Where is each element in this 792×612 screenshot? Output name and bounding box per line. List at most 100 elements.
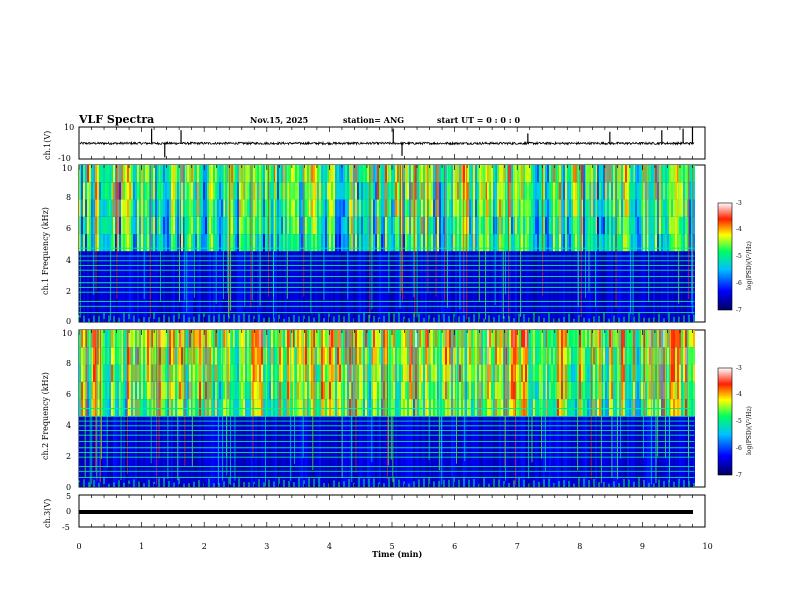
spec-cell — [591, 234, 593, 252]
spec-cell — [269, 416, 271, 487]
spec-cell — [597, 330, 599, 348]
spec-cell — [283, 381, 285, 400]
spec-cell — [103, 199, 105, 217]
spec-cell — [379, 399, 381, 417]
spec-cell — [121, 416, 123, 487]
spec-cell — [279, 330, 281, 348]
spec-cell — [85, 182, 87, 200]
ch2-cb-tick-m5: -5 — [736, 418, 742, 425]
spec-cell — [665, 234, 667, 252]
spec-cell — [285, 251, 287, 322]
spec-cell — [131, 347, 133, 365]
spec-cell — [135, 251, 137, 322]
spec-cell — [305, 330, 307, 348]
spec-cell — [111, 364, 113, 382]
spec-cell — [375, 165, 377, 183]
spec-cell — [681, 182, 683, 200]
spec-cell — [109, 399, 111, 417]
spec-cell — [639, 416, 641, 487]
spec-cell — [271, 234, 273, 252]
spec-cell — [209, 165, 211, 183]
spec-cell — [263, 399, 265, 417]
spec-cell — [587, 381, 589, 400]
spec-cell — [179, 234, 181, 252]
spec-cell — [479, 364, 481, 382]
x-axis-label: Time (min) — [372, 549, 422, 559]
spec-cell — [569, 216, 571, 235]
spec-cell — [449, 234, 451, 252]
spec-cell — [263, 199, 265, 217]
spec-cell — [283, 165, 285, 183]
spec-cell — [491, 182, 493, 200]
spec-cell — [253, 364, 255, 382]
spec-cell — [81, 165, 83, 183]
ch1-freq-tick-6: 6 — [66, 224, 71, 233]
x-tick-label: 1 — [139, 542, 144, 551]
spec-cell — [597, 416, 599, 487]
spec-cell — [129, 234, 131, 252]
spec-cell — [685, 347, 687, 365]
spec-cell — [437, 182, 439, 200]
spec-cell — [537, 199, 539, 217]
spec-cell — [271, 199, 273, 217]
spec-cell — [681, 381, 683, 400]
start-ut-label: start UT = 0 : 0 : 0 — [437, 115, 520, 125]
spec-cell — [159, 381, 161, 400]
spec-cell — [399, 381, 401, 400]
spec-cell — [195, 234, 197, 252]
spec-cell — [105, 251, 107, 322]
spec-cell — [581, 330, 583, 348]
spec-cell — [665, 381, 667, 400]
spec-cell — [81, 182, 83, 200]
spec-cell — [683, 399, 685, 417]
spec-cell — [583, 251, 585, 322]
spec-cell — [353, 216, 355, 235]
spec-cell — [671, 330, 673, 348]
spec-cell — [523, 199, 525, 217]
spec-cell — [357, 251, 359, 322]
spec-cell — [543, 416, 545, 487]
spec-cell — [227, 399, 229, 417]
spec-cell — [83, 347, 85, 365]
spec-cell — [319, 216, 321, 235]
spec-cell — [143, 381, 145, 400]
spec-cell — [411, 234, 413, 252]
spec-cell — [117, 234, 119, 252]
spec-cell — [405, 416, 407, 487]
spec-cell — [379, 182, 381, 200]
spec-cell — [609, 182, 611, 200]
spec-cell — [517, 182, 519, 200]
spec-cell — [87, 347, 89, 365]
spec-cell — [503, 165, 505, 183]
spec-cell — [367, 165, 369, 183]
spec-cell — [425, 216, 427, 235]
spec-cell — [663, 199, 665, 217]
spec-cell — [299, 381, 301, 400]
spec-cell — [647, 199, 649, 217]
spec-cell — [151, 399, 153, 417]
spec-cell — [575, 399, 577, 417]
spec-cell — [447, 381, 449, 400]
spec-cell — [307, 347, 309, 365]
spec-cell — [491, 199, 493, 217]
spec-cell — [417, 381, 419, 400]
spec-cell — [535, 182, 537, 200]
spec-cell — [143, 364, 145, 382]
spec-cell — [121, 251, 123, 322]
spec-cell — [269, 364, 271, 382]
spec-cell — [201, 251, 203, 322]
spec-cell — [175, 330, 177, 348]
spec-cell — [233, 330, 235, 348]
spec-cell — [181, 416, 183, 487]
spec-cell — [437, 364, 439, 382]
spec-cell — [419, 347, 421, 365]
spec-cell — [299, 234, 301, 252]
spec-cell — [159, 399, 161, 417]
spec-cell — [409, 416, 411, 487]
ch1-spectrogram-panel: 0 2 4 6 8 10 ch.1 Frequency (kHz) -3 -4 … — [41, 164, 753, 326]
spec-cell — [675, 416, 677, 487]
spec-cell — [287, 364, 289, 382]
spec-cell — [643, 216, 645, 235]
spec-cell — [297, 399, 299, 417]
